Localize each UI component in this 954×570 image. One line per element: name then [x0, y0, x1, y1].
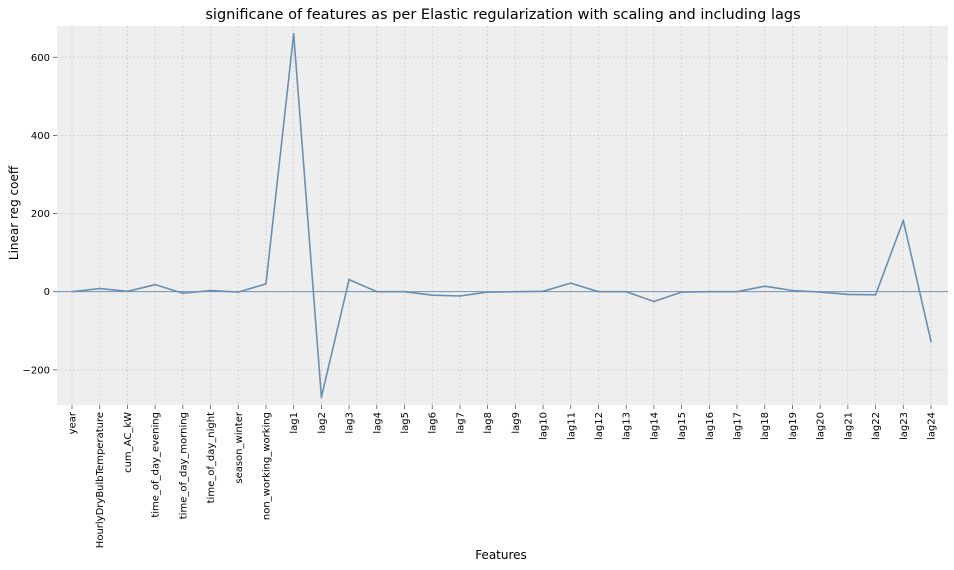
x-tick-label: year: [68, 411, 79, 434]
x-tick-label: HourlyDryBulbTemperature: [95, 412, 106, 548]
data-point: [542, 290, 544, 293]
x-tick-label: lag11: [566, 412, 577, 440]
data-point: [98, 287, 101, 290]
data-point: [763, 285, 766, 288]
data-point: [736, 290, 738, 293]
data-point: [680, 291, 683, 293]
data-point: [181, 292, 184, 295]
x-axis-label: Features: [475, 548, 527, 562]
y-tick-label: 400: [31, 131, 50, 142]
x-tick-label: lag22: [871, 412, 882, 440]
data-point: [902, 219, 905, 222]
x-tick-label: lag6: [428, 412, 439, 434]
data-point: [486, 291, 489, 293]
x-tick-label: lag17: [733, 412, 744, 440]
data-point: [265, 282, 267, 285]
data-point: [71, 290, 73, 293]
data-point: [625, 290, 628, 293]
data-point: [431, 294, 434, 297]
data-point: [126, 290, 129, 293]
plot-area: [57, 26, 948, 405]
x-tick-label: lag4: [372, 412, 383, 434]
x-tick-label: lag2: [317, 412, 328, 434]
x-tick-label: time_of_day_evening: [151, 412, 162, 518]
x-tick-label: time_of_day_night: [206, 412, 217, 503]
x-axis: year HourlyDryBulbTemperature cum_AC_kW tim…: [68, 405, 938, 548]
data-point: [403, 290, 406, 293]
y-tick-label: 600: [31, 53, 50, 64]
x-tick-label: time_of_day_morning: [178, 412, 189, 519]
x-tick-label: lag12: [594, 412, 605, 440]
x-tick-label: lag18: [760, 412, 771, 440]
data-point: [653, 300, 655, 303]
y-axis-label: Linear reg coeff: [7, 165, 21, 260]
x-tick-label: lag8: [483, 412, 494, 434]
x-tick-label: lag9: [511, 412, 522, 434]
data-point: [708, 290, 711, 293]
y-axis: −200 0 200 400 600: [23, 53, 57, 376]
x-tick-label: lag1: [289, 412, 300, 434]
data-point: [846, 293, 849, 296]
y-tick-label: 0: [44, 287, 50, 298]
y-tick-label: −200: [23, 365, 50, 376]
x-tick-label: lag7: [455, 412, 466, 434]
y-tick-label: 200: [31, 209, 50, 220]
x-tick-label: lag5: [400, 412, 411, 434]
x-tick-label: non_working_working: [261, 412, 272, 520]
data-point: [514, 290, 517, 293]
grid: [57, 26, 948, 405]
data-point: [569, 282, 572, 284]
x-tick-label: cum_AC_kW: [123, 412, 134, 473]
data-point: [292, 32, 295, 35]
x-tick-label: lag19: [788, 412, 799, 440]
chart-title: significane of features as per Elastic r…: [205, 7, 800, 23]
x-tick-label: lag24: [927, 412, 938, 440]
data-point: [209, 289, 212, 292]
x-tick-label: lag10: [539, 412, 550, 440]
data-point: [375, 290, 378, 293]
x-tick-label: lag13: [622, 412, 633, 440]
data-point: [154, 283, 157, 286]
data-point: [819, 291, 822, 293]
data-point: [348, 278, 350, 281]
x-tick-label: lag20: [816, 412, 827, 440]
x-tick-label: lag16: [705, 412, 716, 440]
data-point: [237, 291, 240, 293]
x-tick-label: lag21: [843, 412, 854, 440]
x-tick-label: season_winter: [234, 411, 245, 484]
x-tick-label: lag15: [677, 412, 688, 440]
x-tick-label: lag23: [899, 412, 910, 440]
series-line: [71, 33, 932, 398]
data-point: [930, 340, 932, 343]
data-points: [71, 32, 932, 399]
data-point: [320, 396, 323, 399]
x-tick-label: lag3: [345, 412, 356, 434]
data-point: [791, 289, 794, 292]
x-tick-label: lag14: [649, 412, 660, 440]
data-point: [597, 290, 600, 293]
data-point: [874, 293, 877, 296]
data-point: [459, 295, 461, 297]
